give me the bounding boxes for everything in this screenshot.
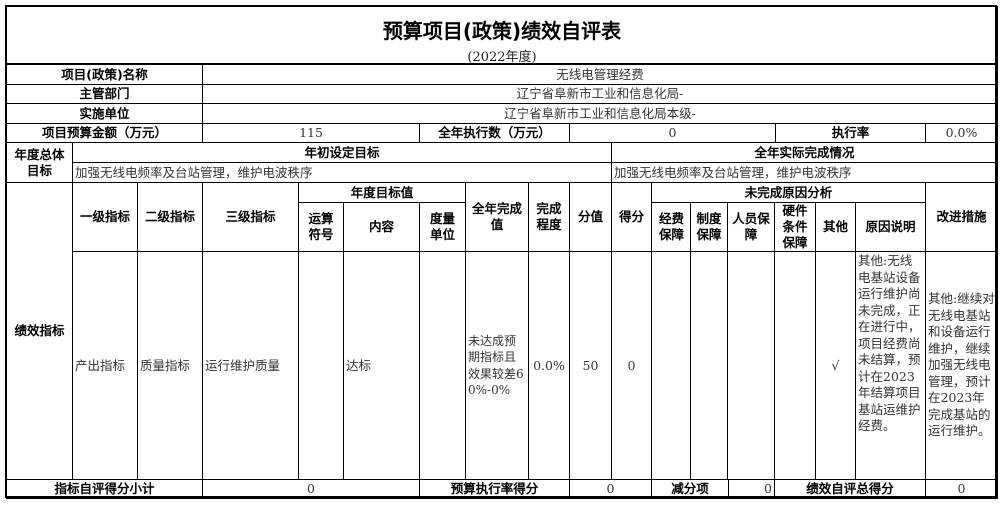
subtotal-value: 0 xyxy=(202,479,420,499)
table-border xyxy=(5,5,997,498)
total-label: 绩效自评总得分 xyxy=(774,479,926,499)
row-improvement: 其他:继续对无线电基站和设备运行维护，继续加强无线电管理，预计在2023年完成基… xyxy=(925,251,998,480)
header-content: 内容 xyxy=(343,202,420,252)
title-area: 预算项目(政策)绩效自评表 (2022年度) xyxy=(6,6,998,65)
header-personnel: 人员保障 xyxy=(727,202,775,252)
row-level1: 产出指标 xyxy=(72,251,138,480)
row-score: 0 xyxy=(611,251,652,480)
header-score-value: 分值 xyxy=(569,182,612,252)
header-level1: 一级指标 xyxy=(72,182,138,252)
header-improvement: 改进措施 xyxy=(925,182,998,252)
page-title: 预算项目(政策)绩效自评表 xyxy=(382,19,622,43)
row-content: 达标 xyxy=(343,251,420,480)
header-funding: 经费保障 xyxy=(651,202,692,252)
actual-goal-header: 全年实际完成情况 xyxy=(611,142,998,163)
header-score: 得分 xyxy=(611,182,652,252)
row-level3: 运行维护质量 xyxy=(202,251,299,480)
row-funding xyxy=(651,251,692,480)
initial-goal-text: 加强无线电频率及台站管理，维护电波秩序 xyxy=(72,162,612,183)
rate-value: 0.0% xyxy=(925,123,998,143)
row-other-check: √ xyxy=(815,251,856,480)
row-reason: 其他:无线电基站设备运行维护尚未完成，正在进行中，项目经费尚未结算，预计在202… xyxy=(855,251,926,480)
row-actual: 未达成预期指标且效果较差60%-0% xyxy=(465,251,529,480)
department-value: 辽宁省阜新市工业和信息化局- xyxy=(202,84,998,104)
header-reason: 原因说明 xyxy=(855,202,926,252)
total-value: 0 xyxy=(925,479,998,499)
page-subtitle: (2022年度) xyxy=(467,50,537,65)
actual-goal-text: 加强无线电频率及台站管理，维护电波秩序 xyxy=(611,162,998,183)
unit-value: 辽宁省阜新市工业和信息化局本级- xyxy=(202,103,998,124)
row-personnel xyxy=(727,251,775,480)
row-completion: 0.0% xyxy=(528,251,570,480)
rate-score-label: 预算执行率得分 xyxy=(419,479,570,499)
header-unit: 度量单位 xyxy=(419,202,466,252)
